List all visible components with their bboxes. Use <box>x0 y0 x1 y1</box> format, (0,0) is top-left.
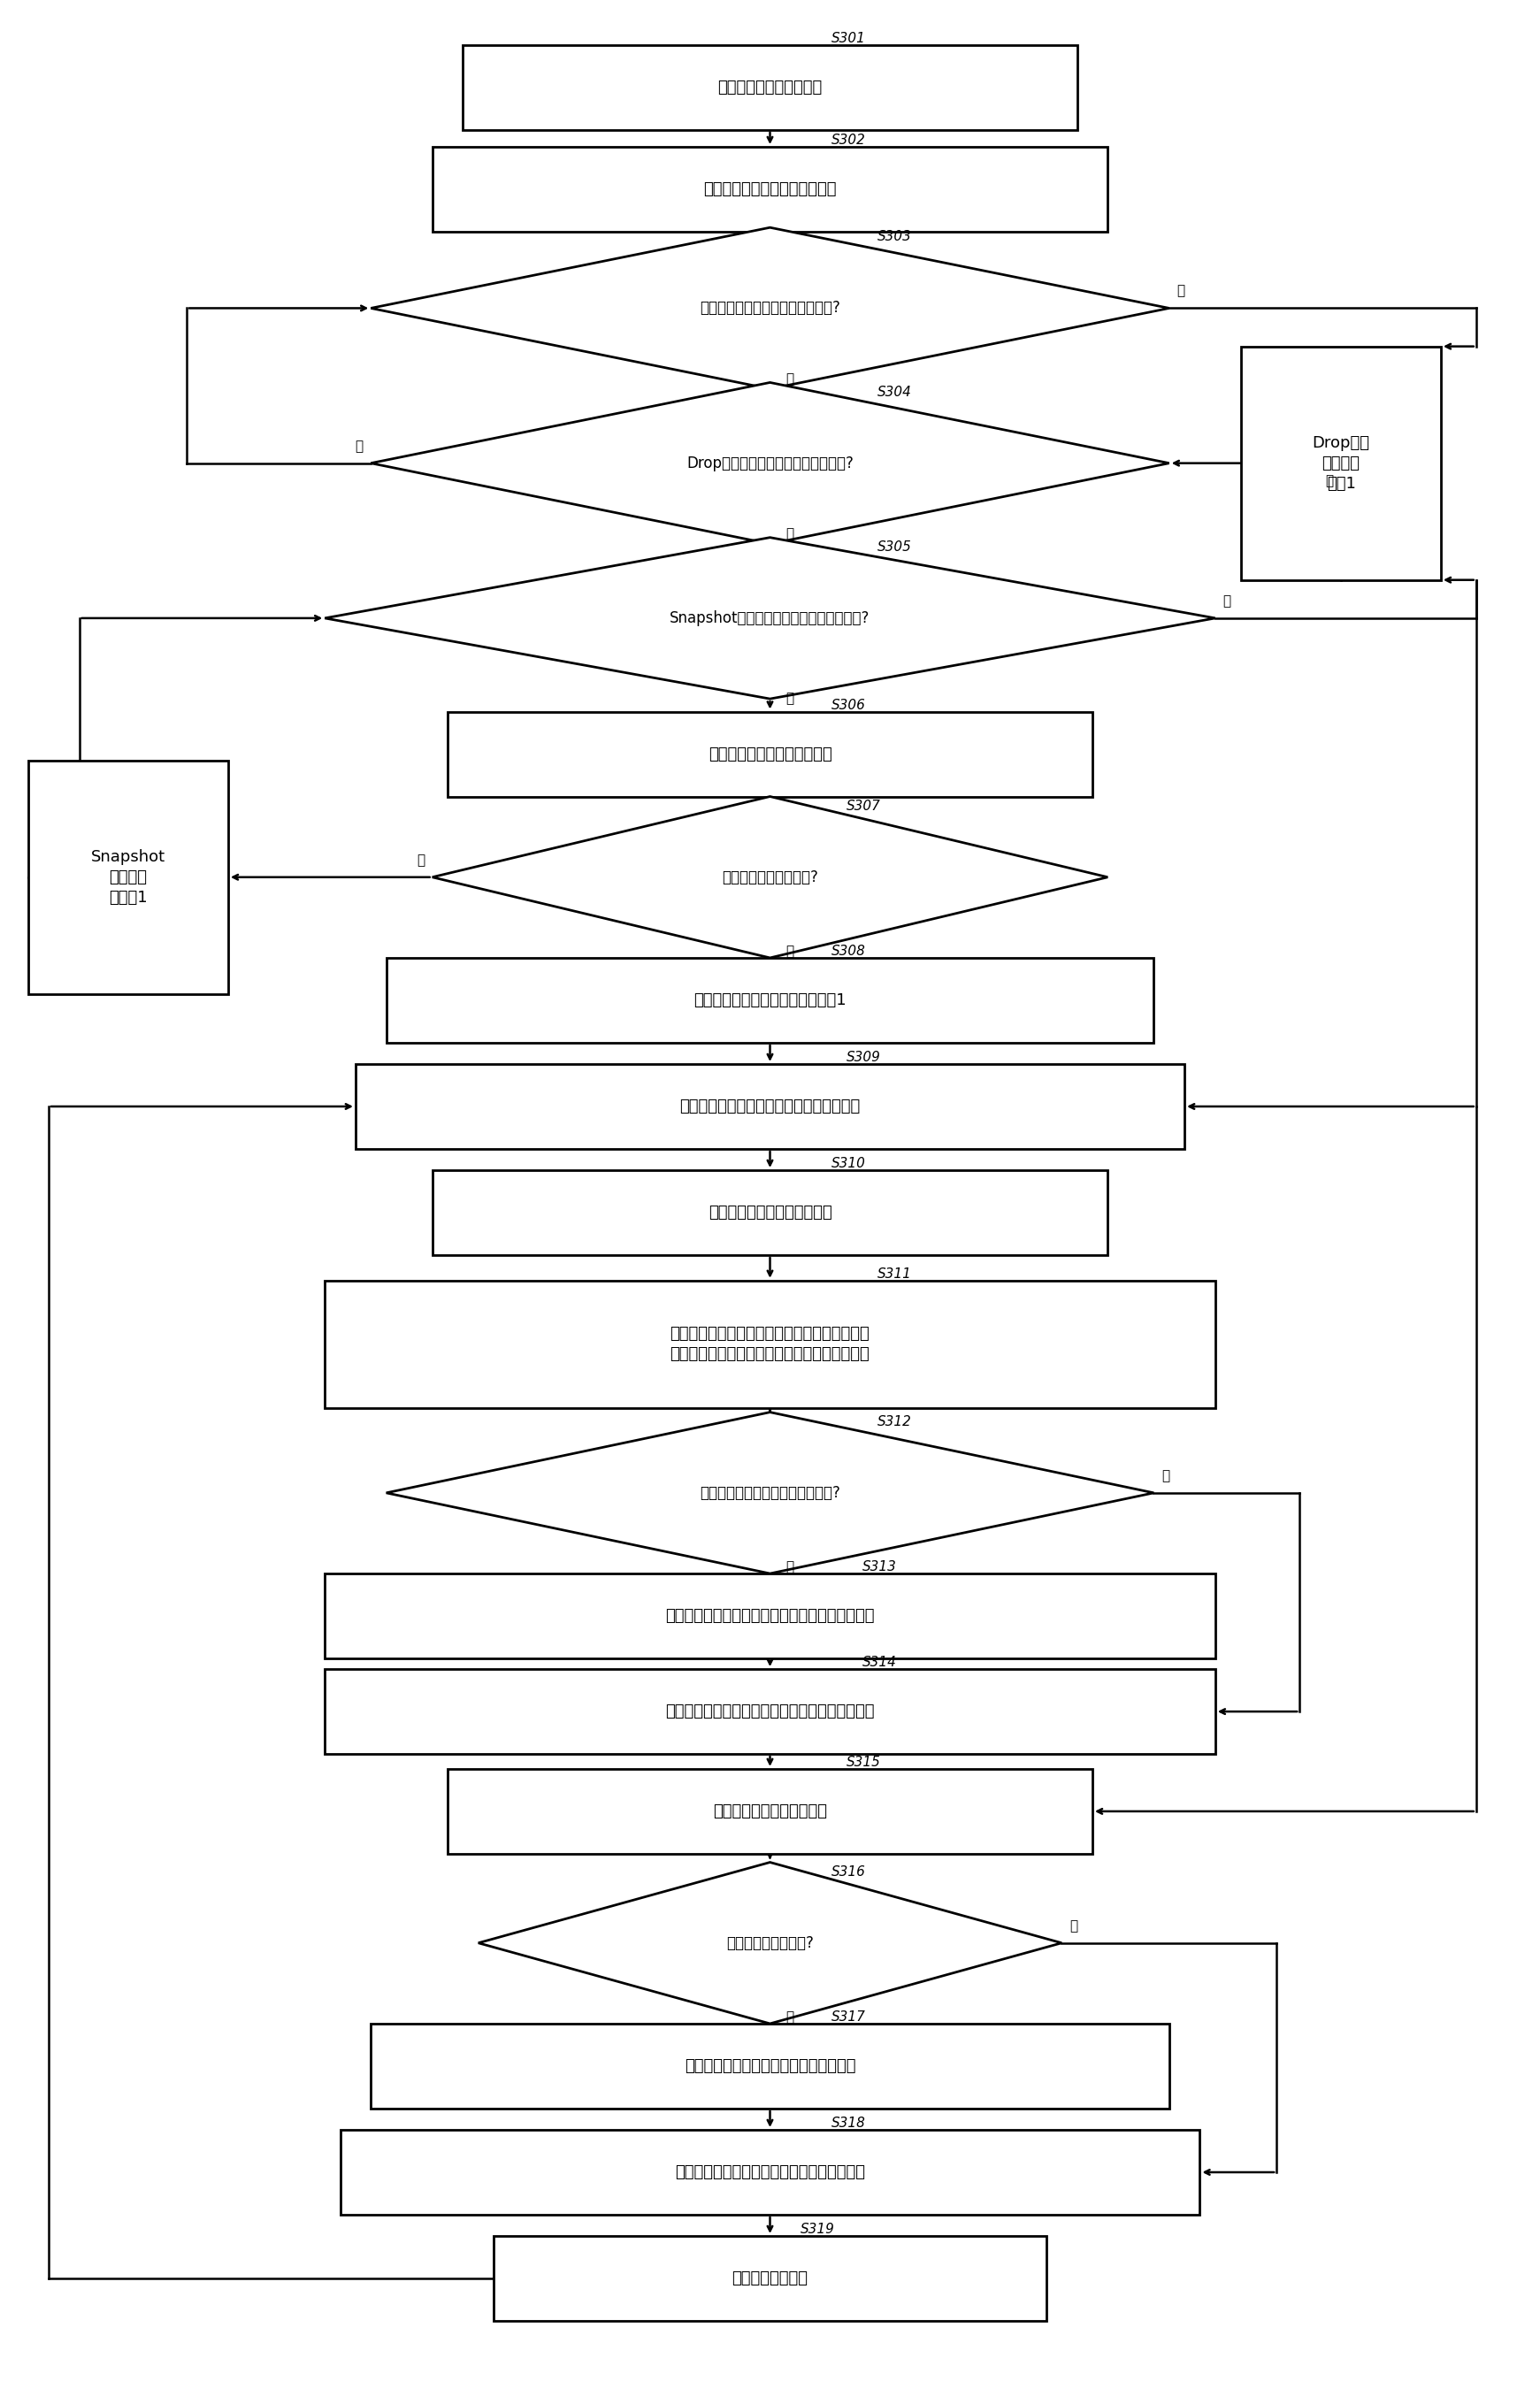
Text: S314: S314 <box>862 1656 896 1668</box>
Text: S313: S313 <box>862 1560 896 1575</box>
Text: 对移动通信系统的参数进行配置: 对移动通信系统的参数进行配置 <box>704 180 836 197</box>
Bar <box>325 1575 1215 1659</box>
Text: 是: 是 <box>1326 474 1334 488</box>
Text: S308: S308 <box>832 945 865 957</box>
Text: S309: S309 <box>847 1051 881 1065</box>
Text: 记录的雷达系统受干扰的次数增加1: 记录的雷达系统受干扰的次数增加1 <box>693 993 847 1007</box>
Text: 是: 是 <box>785 945 793 957</box>
Polygon shape <box>387 1411 1153 1575</box>
Text: Snapshot
计数器数
值增加1: Snapshot 计数器数 值增加1 <box>91 849 165 906</box>
Text: 是: 是 <box>1223 594 1230 608</box>
Text: S319: S319 <box>801 2224 835 2236</box>
Bar <box>356 1065 1184 1149</box>
Text: S318: S318 <box>832 2116 865 2130</box>
Text: 将当前测量信噪比位于的信噪比阈值区间对应的
调制编码方式，作为链路调整后的调制编码方式: 将当前测量信噪比位于的信噪比阈值区间对应的 调制编码方式，作为链路调整后的调制编… <box>670 1327 870 1363</box>
Text: S302: S302 <box>832 135 865 147</box>
Bar <box>433 147 1107 231</box>
Text: S311: S311 <box>878 1267 912 1281</box>
Text: S307: S307 <box>847 801 881 813</box>
Text: S317: S317 <box>832 2010 865 2024</box>
Text: Drop计数器数值达到设置的第一阈值?: Drop计数器数值达到设置的第一阈值? <box>687 454 853 471</box>
Text: S301: S301 <box>832 31 865 46</box>
Text: 动态俷真过程结束: 动态俷真过程结束 <box>731 2269 808 2286</box>
Bar <box>464 46 1076 130</box>
Bar <box>371 2024 1169 2108</box>
Text: 确定雷达系统的接收干扰功率: 确定雷达系统的接收干扰功率 <box>708 745 832 762</box>
Text: 否: 否 <box>1069 1918 1078 1933</box>
Text: 否: 否 <box>785 692 793 704</box>
Text: 保持雷达系统与移动通信系统的隔离距离不变: 保持雷达系统与移动通信系统的隔离距离不变 <box>675 2164 865 2180</box>
Bar <box>433 1171 1107 1255</box>
Text: 否: 否 <box>416 853 425 865</box>
Text: 是: 是 <box>785 2010 793 2024</box>
Polygon shape <box>479 1863 1061 2024</box>
Text: Snapshot计数器数值达到设置的第二阈值?: Snapshot计数器数值达到设置的第二阈值? <box>670 611 870 625</box>
Text: 设置初始化参数以及要求: 设置初始化参数以及要求 <box>718 79 822 96</box>
Text: 是: 是 <box>356 440 363 452</box>
Text: 确定雷达系统受干扰的概率: 确定雷达系统受干扰的概率 <box>713 1803 827 1820</box>
Text: 否: 否 <box>1161 1469 1169 1483</box>
Text: S304: S304 <box>878 385 912 399</box>
Bar <box>494 2236 1046 2320</box>
Bar <box>387 957 1153 1043</box>
Polygon shape <box>433 796 1107 957</box>
Text: S310: S310 <box>832 1156 865 1171</box>
Text: 确定每条链路当前测量信噪比: 确定每条链路当前测量信噪比 <box>708 1204 832 1221</box>
Text: 是: 是 <box>785 373 793 385</box>
Bar <box>29 760 228 993</box>
Text: 调制编码方式的阶数是否为最高阶?: 调制编码方式的阶数是否为最高阶? <box>699 1486 841 1500</box>
Text: 大于设置的概率阈值?: 大于设置的概率阈值? <box>727 1935 813 1952</box>
Bar <box>448 1769 1092 1853</box>
Bar <box>1241 346 1441 579</box>
Text: 增加下一时间上移动通信系统中移动台的发射功率: 增加下一时间上移动通信系统中移动台的发射功率 <box>665 1704 875 1719</box>
Text: 减小下一时间上移动通信系统中移动台的发射功率: 减小下一时间上移动通信系统中移动台的发射功率 <box>665 1608 875 1625</box>
Text: S306: S306 <box>832 697 865 712</box>
Polygon shape <box>371 228 1169 389</box>
Text: 否: 否 <box>1177 284 1184 298</box>
Text: S315: S315 <box>847 1755 881 1769</box>
Text: Drop计数
器的数值
增加1: Drop计数 器的数值 增加1 <box>1312 435 1369 490</box>
Bar <box>325 1668 1215 1755</box>
Text: 雷达系统受到移动通信系统的干扰?: 雷达系统受到移动通信系统的干扰? <box>699 300 841 317</box>
Text: S312: S312 <box>878 1416 912 1428</box>
Text: 否: 否 <box>785 526 793 541</box>
Bar <box>340 2130 1200 2214</box>
Polygon shape <box>325 538 1215 700</box>
Text: 是: 是 <box>785 1560 793 1575</box>
Bar <box>448 712 1092 796</box>
Text: S305: S305 <box>878 541 912 553</box>
Text: 确定对应的每条链路的载波功率和干扰功率: 确定对应的每条链路的载波功率和干扰功率 <box>679 1099 861 1115</box>
Text: 增加雷达系统与移动通信系统的隔离距离: 增加雷达系统与移动通信系统的隔离距离 <box>684 2058 856 2075</box>
Bar <box>325 1281 1215 1409</box>
Text: S316: S316 <box>832 1866 865 1878</box>
Polygon shape <box>371 382 1169 543</box>
Text: 雷达系统是否受到干扰?: 雷达系统是否受到干扰? <box>722 870 818 885</box>
Text: S303: S303 <box>878 231 912 243</box>
